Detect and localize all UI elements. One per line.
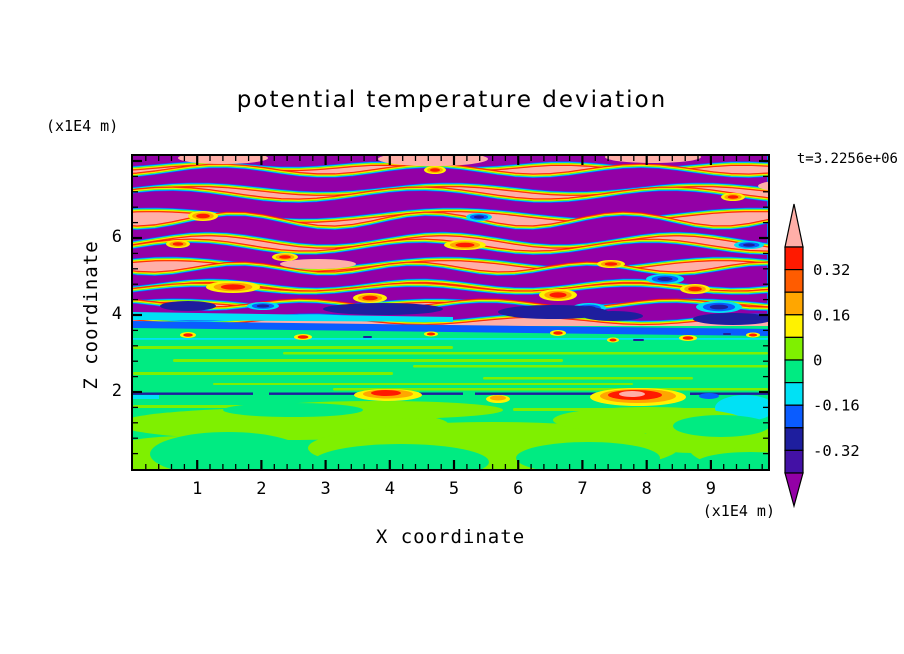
z-tick-label: 2 (111, 381, 122, 401)
contour-field-canvas (133, 156, 768, 469)
plot-area (131, 154, 770, 471)
x-tick-label: 8 (641, 479, 652, 499)
x-tick-label: 9 (705, 479, 716, 499)
x-tick-label: 1 (192, 479, 203, 499)
x-tick-label: 5 (448, 479, 460, 499)
colorbar-level-label: -0.16 (813, 397, 860, 415)
colorbar-level-label: 0.32 (813, 261, 850, 279)
colorbar-level-label: 0.16 (813, 306, 850, 324)
z-axis-unit-label: (x1E4 m) (46, 117, 119, 135)
plot-title: potential temperature deviation (236, 87, 668, 113)
z-tick-label: 6 (111, 227, 122, 247)
x-tick-label: 2 (256, 479, 267, 499)
z-tick-label: 4 (111, 304, 122, 324)
x-tick-label: 7 (577, 479, 588, 499)
x-tick-label: 6 (513, 479, 524, 499)
colorbar-level-label: -0.32 (813, 442, 860, 460)
x-tick-label: 4 (384, 479, 395, 499)
colorbar-level-label: 0 (813, 352, 822, 370)
x-tick-label: 3 (320, 479, 331, 499)
x-axis-unit-label: (x1E4 m) (702, 502, 775, 520)
time-annotation: t=3.2256e+06 (796, 151, 898, 167)
x-axis-title: X coordinate (375, 526, 526, 548)
colorbar: 0.32 0.16 0 -0.16 -0.32 (784, 203, 860, 509)
